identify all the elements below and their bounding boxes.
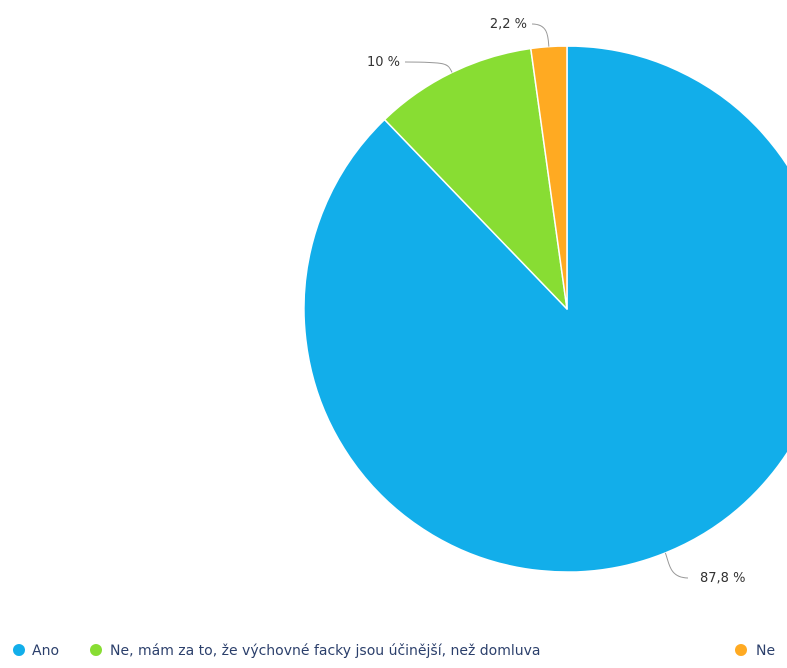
legend-marker-1 xyxy=(13,644,25,656)
legend-item-1[interactable]: Ano xyxy=(13,643,59,659)
legend-label-3: Ne xyxy=(756,643,775,659)
data-label-2: 10 % xyxy=(367,55,400,70)
pie-slices xyxy=(303,45,787,573)
leader-line-2 xyxy=(404,61,453,73)
legend-marker-3 xyxy=(735,644,747,656)
pie-slice-2[interactable] xyxy=(383,47,568,310)
data-label-1: 87,8 % xyxy=(700,571,745,586)
legend-label-1: Ano xyxy=(32,643,59,659)
legend-item-3[interactable]: Ne xyxy=(735,643,775,659)
legend-marker-2 xyxy=(90,644,102,656)
legend-item-2[interactable]: Ne, mám za to, že výchovné facky jsou úč… xyxy=(90,643,541,659)
legend-label-2: Ne, mám za to, že výchovné facky jsou úč… xyxy=(110,643,541,659)
chart-legend: Ano Ne, mám za to, že výchovné facky jsou… xyxy=(13,643,775,659)
pie-data-labels: 87,8 % 10 % 2,2 % xyxy=(367,17,745,586)
leader-line-3 xyxy=(531,23,550,47)
leader-line-1 xyxy=(664,552,689,579)
data-label-3: 2,2 % xyxy=(490,17,527,32)
